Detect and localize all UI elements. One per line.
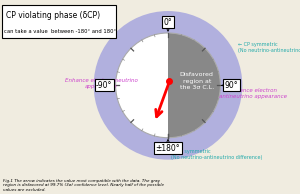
Text: 90°: 90° [225,81,238,90]
FancyBboxPatch shape [2,5,116,38]
Text: Enhance electron neutrino
appearance: Enhance electron neutrino appearance [65,78,138,89]
Ellipse shape [116,33,220,138]
Text: Enhance electron
antineutrino appearance: Enhance electron antineutrino appearance [219,88,287,99]
Text: CP violating phase (δCP): CP violating phase (δCP) [6,11,100,20]
Polygon shape [168,33,220,138]
Text: ±180°: ±180° [156,144,180,153]
Text: ← CP symmetric
(No neutrino-antineutrino difference): ← CP symmetric (No neutrino-antineutrino… [238,42,300,53]
Text: -90°: -90° [96,81,112,90]
Text: ← CP symmetric
(No neutrino-antineutrino difference): ← CP symmetric (No neutrino-antineutrino… [171,149,262,160]
Text: Disfavored
region at
the 3σ C.L.: Disfavored region at the 3σ C.L. [180,73,214,90]
Text: can take a value  between -180° and 180°: can take a value between -180° and 180° [4,29,117,34]
Text: Fig.1 The arrow indicates the value most compatible with the data. The gray
regi: Fig.1 The arrow indicates the value most… [3,179,164,192]
Text: 0°: 0° [164,18,172,27]
